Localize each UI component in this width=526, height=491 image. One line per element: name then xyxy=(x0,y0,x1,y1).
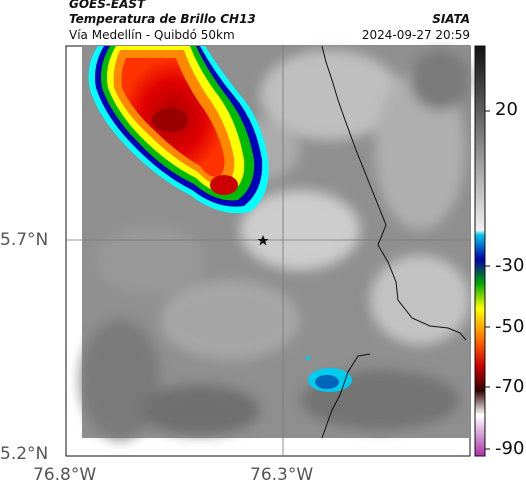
colorbar-label-neg50: -50 xyxy=(495,316,525,337)
cloud-texture xyxy=(80,50,470,440)
small-cold-spot xyxy=(306,356,352,392)
location-star-icon xyxy=(257,235,269,246)
colorbar-label-neg30: -30 xyxy=(495,255,525,276)
lat-tick-5-7: 5.7°N xyxy=(0,230,49,250)
source-label: SIATA xyxy=(432,12,470,26)
lat-tick-5-2: 5.2°N xyxy=(0,444,49,464)
river-line xyxy=(321,353,371,439)
department-border xyxy=(321,45,467,341)
datetime-label: 2024-09-27 20:59 xyxy=(361,28,470,42)
region-subtitle: Vía Medellín - Quibdó 50km xyxy=(69,28,235,42)
colorbar-label-neg70: -70 xyxy=(495,376,525,397)
lon-tick-76-8: 76.8°W xyxy=(33,465,97,485)
satellite-title: GOES-EAST xyxy=(69,0,146,11)
lon-tick-76-3: 76.3°W xyxy=(250,465,314,485)
colorbar-ticks xyxy=(485,110,490,450)
colorbar-label-20: 20 xyxy=(495,99,518,120)
colorbar xyxy=(474,45,486,457)
product-title: Temperatura de Brillo CH13 xyxy=(69,12,256,26)
storm-cell xyxy=(88,46,269,214)
colorbar-label-neg90: -90 xyxy=(495,438,525,459)
